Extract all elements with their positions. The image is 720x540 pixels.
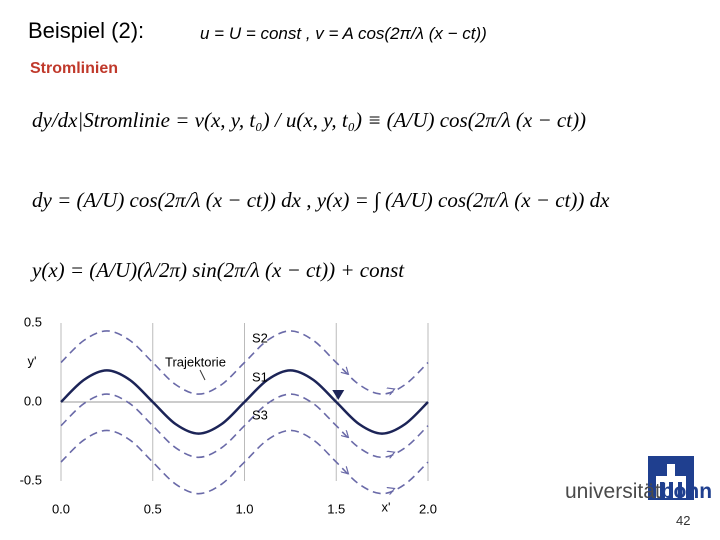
equation: y(x) = (A/U)(λ/2π) sin(2π/λ (x − ct)) + … [32,258,405,282]
logo-word: universität [565,480,661,503]
streamline [60,429,429,495]
x-tick-label: 0.5 [144,501,162,516]
streamline [60,393,429,459]
title-equation: u = U = const , v = A cos(2π/λ (x − ct)) [200,24,487,43]
logo-icon [648,456,694,500]
y-axis-label: y' [28,353,37,368]
annotation: S3 [252,407,268,422]
slide-title: Beispiel (2): [28,18,145,43]
equation: dy/dx|Stromlinie = v(x, y, t₀) / u(x, y,… [32,108,587,132]
annotation: S2 [252,330,268,345]
y-tick-label: 0.5 [24,314,42,329]
chart: 0.0 0.5 1.0 1.5 2.0 0.5 0.0 -0.5 x' y' Trajektorie… [20,314,437,516]
subtitle: Stromlinien [30,60,119,77]
trajectory-marker [332,390,345,400]
x-axis-label: x' [382,499,391,514]
x-tick-label: 1.5 [327,501,345,516]
streamline [60,330,429,395]
x-tick-label: 2.0 [419,501,437,516]
page-number: 42 [676,513,691,528]
annotation-pointer [199,369,206,381]
annotation: S1 [252,369,268,384]
x-tick-label: 0.0 [52,501,70,516]
y-tick-label: -0.5 [20,472,42,487]
logo-text: universitätbonn [565,480,712,504]
equation: dy = (A/U) cos(2π/λ (x − ct)) dx , y(x) … [32,188,610,212]
annotation: Trajektorie [165,354,226,369]
trajectory-line [60,369,429,435]
logo-word: bonn [660,480,713,503]
y-tick-label: 0.0 [24,393,42,408]
x-tick-label: 1.0 [235,501,253,516]
